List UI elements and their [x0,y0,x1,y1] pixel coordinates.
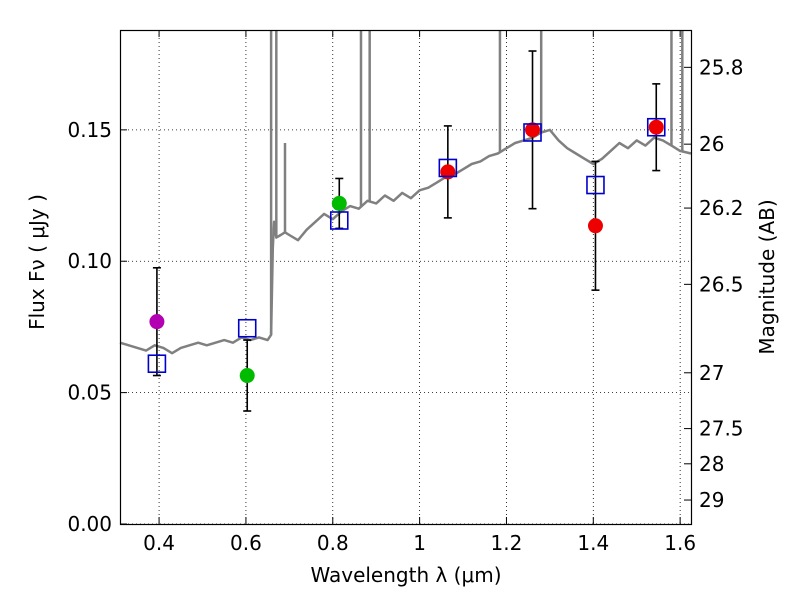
x-tick-label: 1.6 [664,531,696,555]
sed-layer [119,30,692,355]
model-point [523,123,542,142]
x-tick-label: 1.4 [577,531,609,555]
magnitude-axis-label: Magnitude (AB) [755,199,779,354]
magnitude-tick-label: 27.5 [699,417,744,441]
x-tick-label: 0.6 [230,531,262,555]
model-point [586,175,605,195]
model-point [329,211,349,230]
observed-point [648,119,664,135]
x-axis-label: Wavelength λ (μm) [310,563,501,587]
sed-curve [119,128,692,355]
observed-point [440,164,456,180]
x-tick-label: 1.2 [491,531,523,555]
plot-frame [119,29,693,526]
magnitude-tick-label: 27 [699,361,724,385]
ticks-layer: 0.4 0.6 0.8 1 1.2 1.4 1.6 0.00 0.05 0.10 0.15 25.8 2… [67,30,744,555]
observed-point [331,195,347,211]
points-layer [147,50,666,412]
y-tick-label: 0.00 [67,512,112,536]
model-point [646,117,666,137]
y-tick-label: 0.05 [67,381,112,405]
x-tick-label: 0.8 [317,531,349,555]
magnitude-tick-label: 26 [699,132,724,156]
magnitude-tick-label: 25.8 [699,55,744,79]
observed-point [525,122,541,138]
model-point [237,318,257,338]
x-tick-label: 0.4 [143,531,175,555]
observed-point [239,368,255,384]
observed-point [149,314,165,330]
magnitude-tick-label: 26.5 [699,272,744,296]
x-tick-label: 1 [413,531,426,555]
y-tick-label: 0.10 [67,249,112,273]
magnitude-tick-label: 29 [699,488,724,512]
magnitude-tick-label: 28 [699,452,724,476]
y-tick-label: 0.15 [67,118,112,142]
model-point [147,354,167,374]
observed-point [587,218,603,234]
magnitude-tick-label: 26.2 [699,196,744,220]
y-axis-label: Flux Fν ( μJy ) [25,194,49,330]
model-point [438,158,458,178]
